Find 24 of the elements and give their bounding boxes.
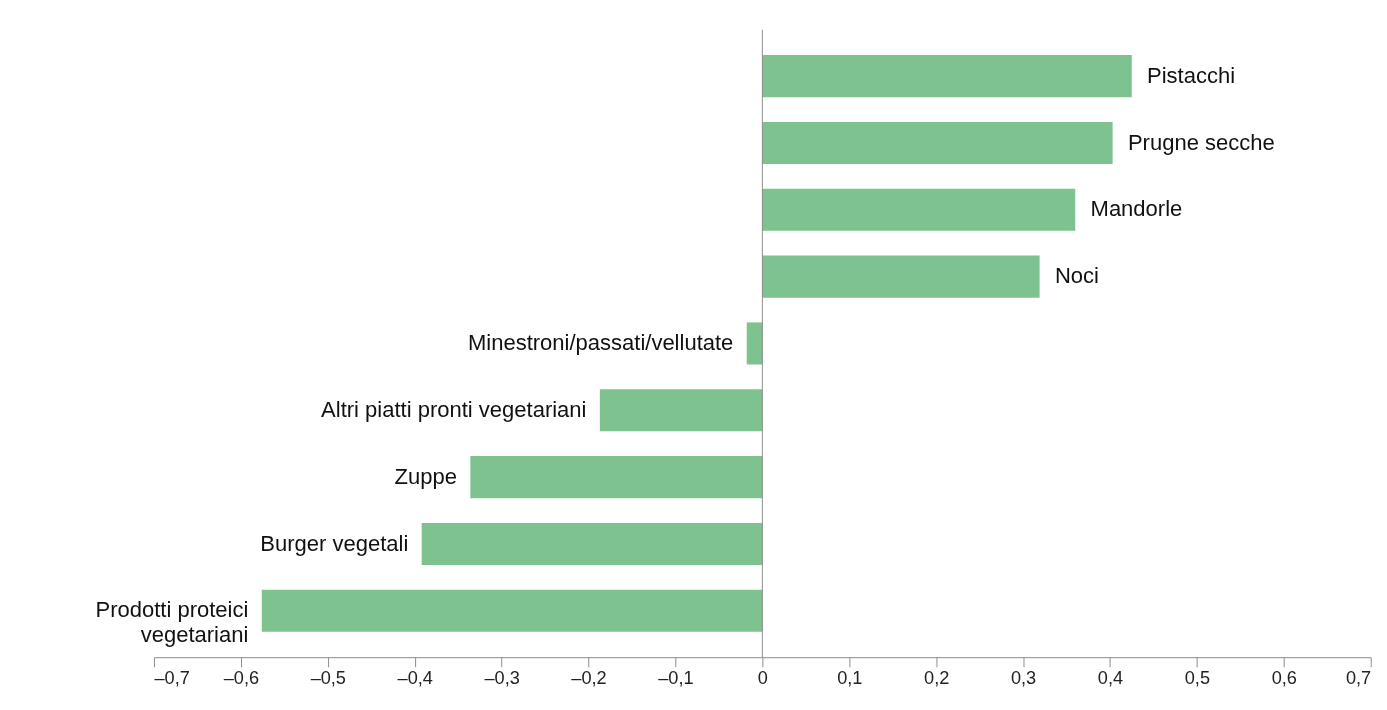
x-tick-label: –0,1 — [658, 667, 694, 688]
x-tick-label: 0 — [757, 667, 768, 688]
x-tick-label: –0,3 — [484, 667, 520, 688]
x-tick-label: 0,2 — [924, 667, 950, 688]
x-tick-label: –0,4 — [397, 667, 433, 688]
y-tick-label: Minestroni/passati/vellutate — [467, 330, 734, 356]
y-tick-label: Altri piatti pronti vegetariani — [321, 396, 587, 422]
x-tick-label: –0,5 — [310, 667, 346, 688]
y-tick-label: Burger vegetali — [260, 530, 409, 556]
x-tick-label: 0,3 — [1010, 667, 1037, 688]
x-tick-label: 0,4 — [1097, 667, 1124, 688]
x-tick-label: 0,5 — [1184, 667, 1211, 688]
y-tick-label: Prodotti proteici vegetariani — [95, 597, 249, 648]
x-tick-label: 0,6 — [1271, 667, 1297, 688]
x-tick-label: –0,2 — [571, 667, 607, 688]
x-tick-label: –0,6 — [223, 667, 260, 688]
x-tick-label: 0,1 — [837, 667, 863, 688]
y-tick-label: Prugne secche — [1127, 129, 1275, 155]
x-tick-label: –0,7 — [154, 667, 190, 688]
x-tick-label: 0,7 — [1345, 667, 1372, 688]
y-tick-label: Noci — [1054, 263, 1099, 289]
y-tick-label: Pistacchi — [1147, 62, 1236, 88]
y-tick-label: Mandorle — [1090, 196, 1183, 222]
y-tick-label: Zuppe — [394, 463, 457, 489]
